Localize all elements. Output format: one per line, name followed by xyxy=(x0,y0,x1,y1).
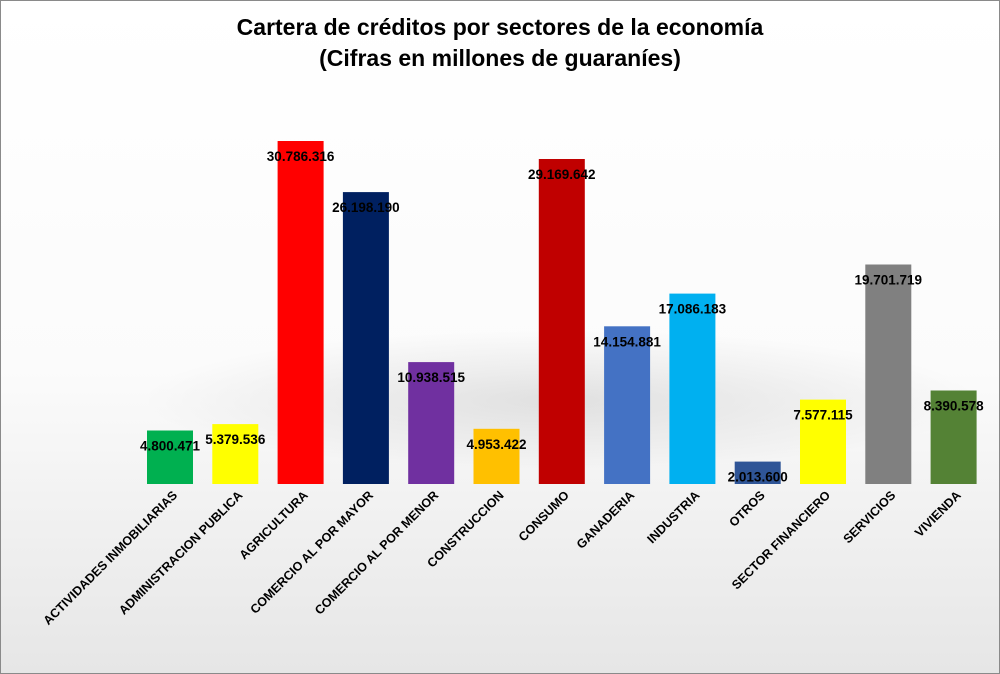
bar-5 xyxy=(473,428,520,484)
bar-12 xyxy=(930,390,977,484)
category-label-7: GANADERIA xyxy=(574,488,637,551)
chart-subtitle: (Cifras en millones de guaraníes) xyxy=(319,45,681,71)
value-label-1: 5.379.536 xyxy=(205,432,266,447)
bar-4 xyxy=(408,362,455,484)
category-label-2: AGRICULTURA xyxy=(237,488,311,562)
value-label-12: 8.390.578 xyxy=(924,399,985,414)
category-label-11: SERVICIOS xyxy=(841,488,899,546)
bar-7 xyxy=(604,326,651,484)
value-label-5: 4.953.422 xyxy=(466,437,526,452)
category-label-3: COMERCIO AL POR MAYOR xyxy=(248,488,376,616)
bar-0 xyxy=(147,430,193,484)
value-label-3: 26.198.190 xyxy=(332,200,400,215)
bar-2 xyxy=(277,141,324,484)
value-label-4: 10.938.515 xyxy=(397,370,465,385)
value-label-6: 29.169.642 xyxy=(528,167,596,182)
bar-9 xyxy=(734,461,781,484)
value-label-2: 30.786.316 xyxy=(267,149,335,164)
bar-8 xyxy=(669,293,716,484)
bar-11 xyxy=(865,264,912,484)
value-label-10: 7.577.115 xyxy=(793,408,853,423)
category-label-12: VIVIENDA xyxy=(912,488,964,540)
bar-6 xyxy=(538,159,585,484)
category-label-4: COMERCIO AL POR MENOR xyxy=(312,488,441,617)
value-label-9: 2.013.600 xyxy=(728,470,788,485)
value-label-0: 4.800.471 xyxy=(140,439,201,454)
bar-3 xyxy=(342,192,389,484)
value-label-7: 14.154.881 xyxy=(593,334,661,349)
value-label-11: 19.701.719 xyxy=(855,273,923,288)
category-label-0: ACTIVIDADES INMOBILIARIAS xyxy=(41,488,181,628)
category-label-8: INDUSTRIA xyxy=(644,488,702,546)
chart-title-block: Cartera de créditos por sectores de la e… xyxy=(0,12,1000,74)
value-label-8: 17.086.183 xyxy=(659,302,727,317)
category-label-9: OTROS xyxy=(726,488,767,529)
category-label-1: ADMINISTRACION PUBLICA xyxy=(116,488,245,617)
chart-title: Cartera de créditos por sectores de la e… xyxy=(236,14,764,40)
bar-1 xyxy=(212,424,259,484)
bar-10 xyxy=(800,399,846,484)
category-label-6: CONSUMO xyxy=(516,488,572,544)
